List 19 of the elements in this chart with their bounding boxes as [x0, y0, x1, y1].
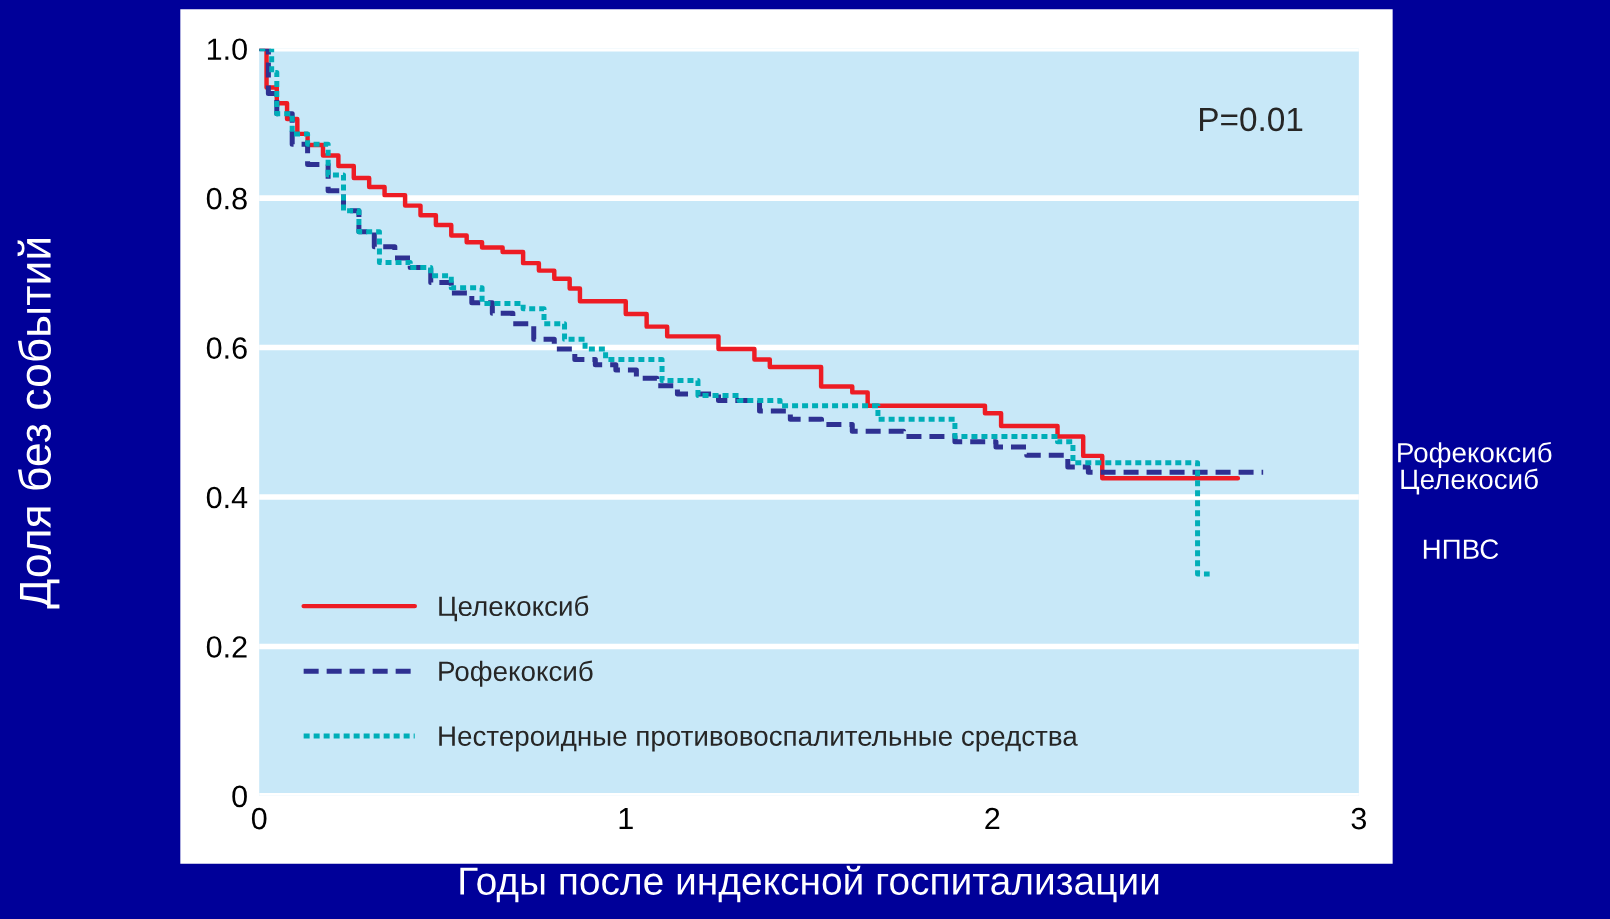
- x-tick-label: 1: [619, 808, 633, 830]
- y-tick-label: 0.2: [206, 636, 247, 658]
- x-axis-title: Годы после индексной госпитализации: [460, 865, 1159, 903]
- legend-label: Нестероидные противовоспалительные средства: [439, 726, 1078, 752]
- y-tick-label: 1.0: [207, 38, 247, 61]
- x-tick-label: 0: [251, 807, 267, 830]
- x-tick-label: 2: [985, 807, 1000, 830]
- text: Рофекоксиб: [1398, 441, 1552, 469]
- legend-label: Целекоксиб: [439, 595, 589, 622]
- annotation: P=0.01: [1200, 107, 1303, 132]
- legend-label: Рофекоксиб: [439, 660, 593, 687]
- y-tick-label: 0.6: [206, 337, 247, 359]
- text: Целекосиб: [1401, 468, 1538, 495]
- y-tick-label: 0.4: [206, 486, 248, 509]
- y-axis-title: Доля без событий: [17, 238, 60, 609]
- y-tick-label: 0: [232, 785, 247, 808]
- y-tick-label: 0.8: [206, 187, 247, 210]
- x-tick-label: 3: [1351, 807, 1366, 830]
- text: НПВС: [1423, 539, 1499, 560]
